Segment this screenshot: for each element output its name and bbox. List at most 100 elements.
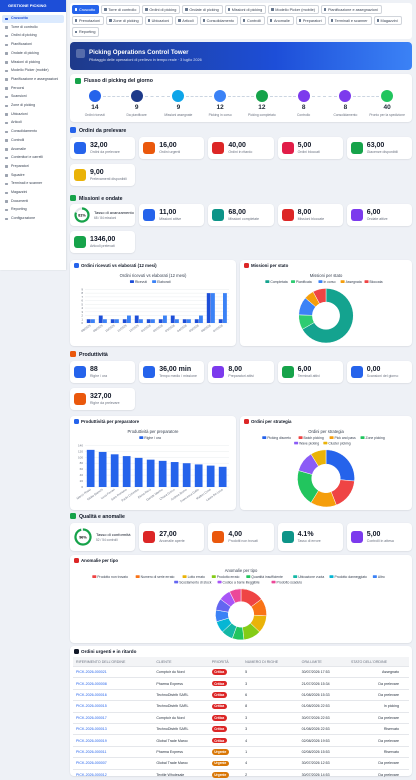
- kpi-icon: [143, 531, 156, 543]
- flow-connector: [228, 96, 254, 97]
- kpi-icon: [350, 366, 363, 378]
- chart-card-title: Ordini ricevuti vs elaborati (12 mesi): [81, 263, 157, 268]
- kpi-value: 32,00: [90, 141, 108, 149]
- sidebar-item[interactable]: Articoli: [2, 119, 64, 127]
- sidebar-item[interactable]: Contenitori e carrelli: [2, 154, 64, 162]
- sidebar-item[interactable]: Squadre: [2, 172, 64, 180]
- tab[interactable]: Consolidamento: [199, 16, 239, 26]
- bar: [182, 463, 191, 487]
- order-link[interactable]: PICK-2026-000021: [73, 665, 154, 678]
- order-link[interactable]: PICK-2026-000011: [73, 745, 154, 758]
- kpi-card: 8,00 Missioni bloccate: [277, 204, 343, 226]
- tab[interactable]: Ordini di picking: [142, 5, 181, 15]
- legend-swatch: [294, 441, 299, 445]
- table-row: PICK-2026-000019 Global Trade Maroc Critic…: [73, 734, 409, 747]
- kpi-label: Ordini urgenti: [159, 150, 181, 154]
- order-link[interactable]: PICK-2026-000007: [73, 757, 154, 770]
- sidebar-item[interactable]: Missioni di picking: [2, 59, 64, 67]
- kpi-card: 68,00 Missioni completate: [208, 204, 274, 226]
- order-link[interactable]: PICK-2026-000016: [73, 688, 154, 701]
- sidebar-item[interactable]: Reporting: [2, 206, 64, 214]
- tab[interactable]: Torre di controllo: [101, 5, 141, 15]
- y-tick-label: 1: [81, 317, 83, 321]
- section-title: Missioni e ondate: [79, 195, 123, 202]
- tab[interactable]: Prenotazioni: [72, 16, 105, 26]
- bar: [175, 319, 179, 323]
- sidebar-item[interactable]: Cruscotto: [2, 15, 64, 23]
- tab[interactable]: Preparatori: [295, 16, 326, 26]
- x-tick-label: 05/2026: [188, 323, 199, 333]
- order-link[interactable]: PICK-2026-000012: [73, 768, 154, 780]
- table-cell: Critica: [208, 734, 243, 747]
- order-link[interactable]: PICK-2026-000013: [73, 722, 154, 735]
- section-title-icon: [70, 513, 76, 519]
- kpi-card: 5,00 Ordini bloccati: [277, 137, 343, 159]
- sidebar-item[interactable]: Zone di picking: [2, 102, 64, 110]
- sidebar-item[interactable]: Documenti: [2, 198, 64, 206]
- tab[interactable]: Reporting: [72, 27, 100, 37]
- hero-title: Picking Operations Control Tower: [89, 49, 189, 56]
- sidebar-item[interactable]: Configurazione: [2, 215, 64, 223]
- sidebar-item[interactable]: Pianificazioni: [2, 41, 64, 49]
- sidebar-item[interactable]: Pianificazione e assegnazioni: [2, 76, 64, 84]
- table-row: PICK-2026-000012 Textile Wholesale Urgente…: [73, 768, 409, 780]
- tab[interactable]: Zone di picking: [106, 16, 143, 26]
- tab[interactable]: Anomalie: [266, 16, 294, 26]
- bar: [110, 454, 119, 487]
- tab[interactable]: Controlli: [240, 16, 265, 26]
- bar: [194, 319, 199, 323]
- sidebar-item[interactable]: Controlli: [2, 137, 64, 145]
- table-cell: Global Trade Maroc: [153, 734, 209, 747]
- sidebar-item[interactable]: Preparatori: [2, 163, 64, 171]
- sidebar-item[interactable]: Magazzini: [2, 189, 64, 197]
- sidebar-item[interactable]: Anomalie: [2, 146, 64, 154]
- menu-icon: [5, 148, 8, 151]
- order-link[interactable]: PICK-2026-000015: [73, 700, 154, 713]
- kpi-value: 63,00: [366, 141, 385, 149]
- tab[interactable]: Magazzini: [373, 16, 402, 26]
- flow-step-label: Pronto per la spedizione: [369, 112, 405, 117]
- table-cell: Urgente: [208, 745, 243, 758]
- tab[interactable]: Missioni di picking: [224, 5, 267, 15]
- order-link[interactable]: PICK-2026-000019: [73, 734, 154, 747]
- sidebar-item[interactable]: Ondate di picking: [2, 50, 64, 58]
- bar: [199, 315, 203, 323]
- sidebar-item[interactable]: Terminali e scanner: [2, 180, 64, 188]
- menu-icon: [5, 78, 8, 81]
- tab[interactable]: Articoli: [175, 16, 198, 26]
- table-cell: 01/08/2026 22:53: [298, 722, 348, 735]
- priority-badge: Urgente: [211, 760, 229, 767]
- sidebar-item[interactable]: Ubicazioni: [2, 111, 64, 119]
- sidebar-item[interactable]: Consolidamento: [2, 128, 64, 136]
- tab[interactable]: Ubicazioni: [144, 16, 174, 26]
- sidebar-item[interactable]: Torre di controllo: [2, 24, 64, 32]
- order-link[interactable]: PICK-2026-000008: [73, 677, 154, 690]
- table-cell: TechnoDistrib SARL: [153, 688, 209, 701]
- sidebar-item[interactable]: Scansioni: [2, 93, 64, 101]
- chart-card-icon: [74, 419, 79, 424]
- sidebar-item[interactable]: Modello Picker (mobile): [2, 67, 64, 75]
- sidebar-item[interactable]: Ordini di picking: [2, 32, 64, 40]
- pie-slice: [229, 588, 242, 604]
- bar: [182, 319, 187, 323]
- menu-icon: [5, 208, 8, 212]
- bar: [134, 457, 143, 487]
- tab[interactable]: Pianificazione e assegnazioni: [320, 5, 382, 15]
- gauge-arc: [74, 207, 90, 223]
- chart-card: Anomalie per tipo Anomalie per tipo Prodot…: [70, 555, 412, 643]
- menu-icon: [5, 113, 8, 116]
- tab[interactable]: Cruscotto: [72, 5, 100, 15]
- kpi-value: 4,00: [228, 530, 243, 538]
- menu-icon: [5, 217, 8, 221]
- legend-swatch: [372, 575, 377, 579]
- kpi-icon: [212, 209, 225, 221]
- table-cell: 3: [242, 711, 299, 724]
- tab-icon: [271, 8, 274, 11]
- tab[interactable]: Ondate di picking: [182, 5, 223, 15]
- bar: [151, 319, 155, 323]
- order-link[interactable]: PICK-2026-000017: [73, 711, 154, 724]
- tab[interactable]: Terminali e scanner: [327, 16, 372, 26]
- tab[interactable]: Modello Picker (mobile): [268, 5, 319, 15]
- sidebar-item[interactable]: Percorsi: [2, 85, 64, 93]
- bar: [170, 315, 175, 323]
